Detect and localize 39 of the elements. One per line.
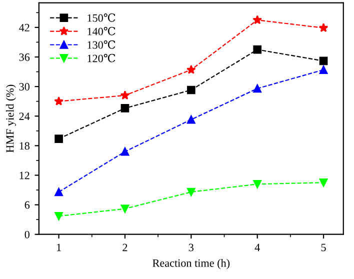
- y-tick-label: 42: [19, 24, 30, 32]
- x-tick-label: 4: [254, 244, 260, 252]
- x-tick-label: 1: [56, 244, 61, 252]
- point: [319, 56, 328, 66]
- point: [120, 147, 130, 156]
- point: [54, 212, 63, 220]
- point: [252, 15, 262, 24]
- y-tick-label: 18: [20, 142, 30, 150]
- y-tick-label: 36: [19, 53, 30, 61]
- y-tick-label: 0: [24, 230, 30, 238]
- point: [253, 84, 262, 93]
- y-tick-label: 6: [24, 201, 30, 209]
- point: [318, 23, 328, 32]
- point: [186, 64, 196, 74]
- x-axis-title: Reaction time (h): [152, 259, 230, 270]
- legend-label: 140℃: [88, 26, 116, 36]
- point: [54, 188, 63, 196]
- legend-label: 150℃: [88, 13, 116, 22]
- x-tick-label: 5: [321, 244, 326, 252]
- y-tick-label: 30: [19, 83, 30, 91]
- y-axis-title: HMF yield (%): [6, 84, 16, 153]
- point: [54, 96, 64, 106]
- point: [253, 45, 262, 54]
- y-tick-label: 24: [19, 112, 30, 120]
- legend-label: 120℃: [88, 54, 116, 62]
- y-tick-label: 12: [20, 172, 30, 180]
- point: [319, 66, 328, 74]
- point: [120, 204, 130, 213]
- point: [186, 115, 196, 124]
- point: [319, 178, 328, 187]
- point: [186, 86, 196, 94]
- point: [120, 90, 130, 100]
- point: [54, 134, 63, 143]
- x-tick-label: 3: [188, 244, 194, 252]
- x-tick-label: 2: [122, 244, 128, 252]
- legend-label: 130℃: [88, 40, 116, 49]
- point: [120, 104, 130, 112]
- point: [186, 188, 196, 196]
- point: [253, 180, 262, 188]
